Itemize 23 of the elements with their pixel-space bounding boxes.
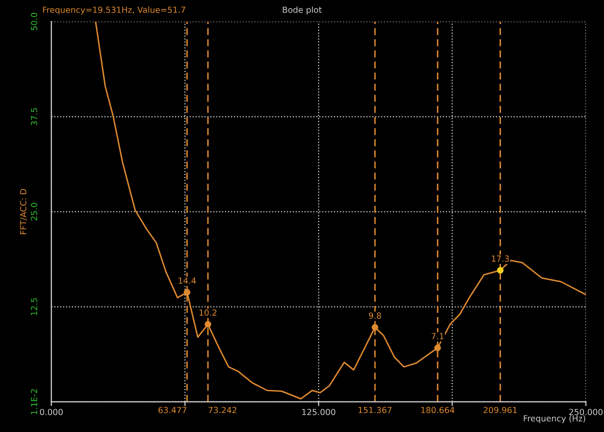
line-series [94,22,586,400]
y-axis-title: FFT/ACC: D [20,188,28,234]
annotation: 9.8 [368,312,382,319]
ref-line-label: 63.477 [158,406,186,414]
x-tick-label: 0.000 [40,408,63,416]
text: Frequency=19.531Hz, Value=51.7 [43,6,186,15]
chart-title: Bode plot [282,6,322,15]
y-tick-label: 12.5 [30,298,38,316]
annotation: 10.2 [200,309,216,316]
x-tick-label: 250.000 [569,408,603,416]
y-tick-label: 50.0 [30,12,38,30]
annotation: 17.3 [492,255,509,262]
annotation: 14.4 [178,278,196,284]
y-tick-label: 1.1E-2 [30,389,38,414]
x-axis-title: Frequency (Hz) [524,415,586,424]
x-tick-label: 125.000 [302,408,336,416]
ref-line-label: 209.961 [484,406,517,414]
ref-line-label: 151.367 [358,406,392,414]
ref-line-label: 180.664 [421,406,454,414]
ref-line-label: 73.242 [208,406,236,414]
annotation: 7.1 [432,333,444,340]
y-tick-label: 37.5 [30,108,38,126]
y-tick-label: 25.0 [30,203,38,220]
